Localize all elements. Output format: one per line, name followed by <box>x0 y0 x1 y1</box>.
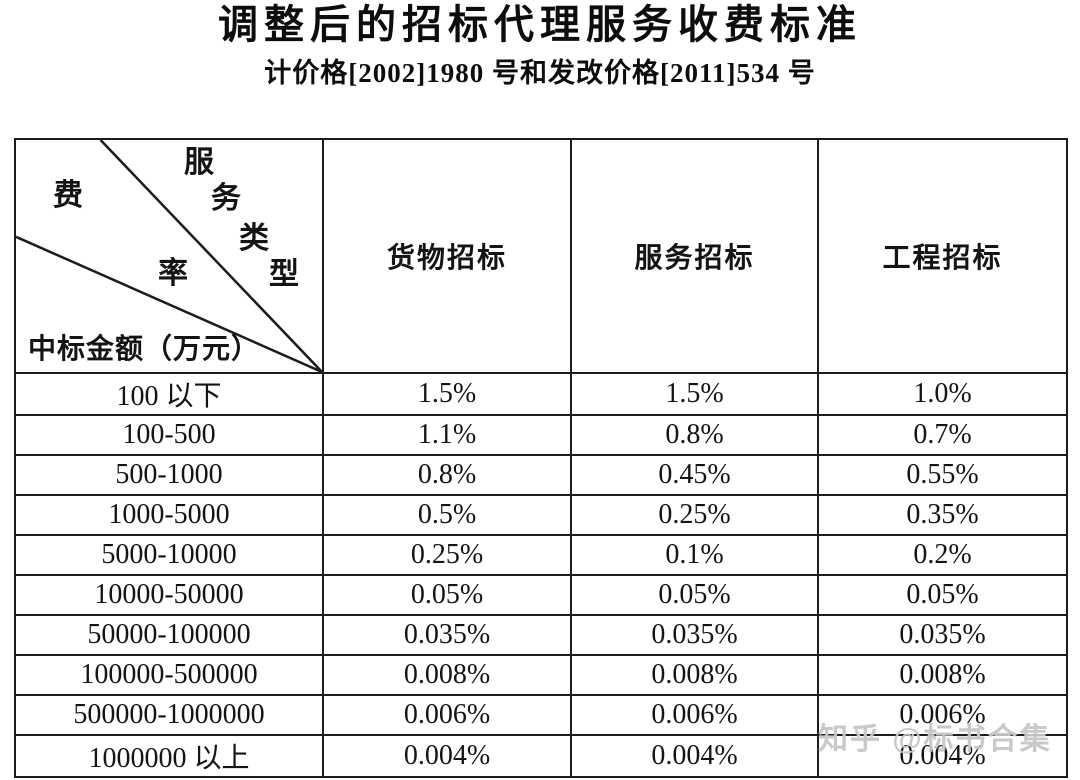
table-row: 100 以下 1.5% 1.5% 1.0% <box>14 372 1068 416</box>
column-header-engineering: 工程招标 <box>817 138 1068 374</box>
rate-cell: 0.006% <box>817 694 1068 736</box>
table-row: 100-500 1.1% 0.8% 0.7% <box>14 414 1068 456</box>
table-row: 50000-100000 0.035% 0.035% 0.035% <box>14 614 1068 656</box>
table-row: 10000-50000 0.05% 0.05% 0.05% <box>14 574 1068 616</box>
rate-cell: 0.1% <box>570 534 819 576</box>
rate-cell: 1.1% <box>322 414 572 456</box>
rate-cell: 0.5% <box>322 494 572 536</box>
rate-cell: 0.035% <box>322 614 572 656</box>
amount-cell: 50000-100000 <box>14 614 324 656</box>
table-row: 1000-5000 0.5% 0.25% 0.35% <box>14 494 1068 536</box>
page-title: 调整后的招标代理服务收费标准 <box>218 2 862 47</box>
amount-cell: 1000000 以上 <box>14 734 324 778</box>
rate-cell: 0.25% <box>322 534 572 576</box>
rate-cell: 1.5% <box>322 372 572 416</box>
rate-cell: 0.004% <box>322 734 572 778</box>
rate-cell: 0.004% <box>570 734 819 778</box>
rate-cell: 0.7% <box>817 414 1068 456</box>
corner-label-service-type-char: 型 <box>269 258 299 291</box>
rate-cell: 0.35% <box>817 494 1068 536</box>
rate-cell: 0.035% <box>570 614 819 656</box>
corner-label-service-type-char: 类 <box>239 222 269 255</box>
rate-cell: 0.035% <box>817 614 1068 656</box>
diagonal-divider-lines <box>17 141 321 371</box>
zhihu-watermark: 知乎 @标书合集 <box>818 723 1052 756</box>
rate-cell: 0.008% <box>817 654 1068 696</box>
corner-label-amount-axis: 中标金额（万元） <box>28 334 261 365</box>
corner-label-fee: 费 <box>53 179 83 212</box>
table-header-row: 费 率 服 务 类 型 中标金额（万元） 货物招标 服务招标 工程招标 <box>14 138 1068 374</box>
rate-cell: 0.008% <box>322 654 572 696</box>
amount-cell: 5000-10000 <box>14 534 324 576</box>
rate-cell: 0.05% <box>570 574 819 616</box>
rate-cell: 1.0% <box>817 372 1068 416</box>
rate-cell: 0.004% <box>817 734 1068 778</box>
amount-cell: 500-1000 <box>14 454 324 496</box>
fee-schedule-table: 费 率 服 务 类 型 中标金额（万元） 货物招标 服务招标 工程招标 100 … <box>14 138 1068 778</box>
amount-cell: 1000-5000 <box>14 494 324 536</box>
table-row: 500-1000 0.8% 0.45% 0.55% <box>14 454 1068 496</box>
corner-header-cell: 费 率 服 务 类 型 中标金额（万元） <box>14 138 324 374</box>
rate-cell: 0.8% <box>570 414 819 456</box>
rate-cell: 0.2% <box>817 534 1068 576</box>
table-row: 100000-500000 0.008% 0.008% 0.008% <box>14 654 1068 696</box>
rate-cell: 0.008% <box>570 654 819 696</box>
table-row: 1000000 以上 0.004% 0.004% 0.004% <box>14 734 1068 778</box>
amount-cell: 100 以下 <box>14 372 324 416</box>
column-header-service: 服务招标 <box>570 138 819 374</box>
rate-cell: 0.05% <box>817 574 1068 616</box>
rate-cell: 0.05% <box>322 574 572 616</box>
rate-cell: 0.45% <box>570 454 819 496</box>
rate-cell: 0.25% <box>570 494 819 536</box>
amount-cell: 100000-500000 <box>14 654 324 696</box>
rate-cell: 0.8% <box>322 454 572 496</box>
corner-label-service-type-char: 服 <box>184 146 214 179</box>
rate-cell: 1.5% <box>570 372 819 416</box>
page-subtitle: 计价格[2002]1980 号和发改价格[2011]534 号 <box>264 58 816 88</box>
corner-label-rate: 率 <box>158 257 188 290</box>
amount-cell: 10000-50000 <box>14 574 324 616</box>
rate-cell: 0.006% <box>570 694 819 736</box>
amount-cell: 100-500 <box>14 414 324 456</box>
amount-cell: 500000-1000000 <box>14 694 324 736</box>
table-row: 500000-1000000 0.006% 0.006% 0.006% <box>14 694 1068 736</box>
table-row: 5000-10000 0.25% 0.1% 0.2% <box>14 534 1068 576</box>
corner-label-service-type-char: 务 <box>211 182 241 215</box>
rate-cell: 0.55% <box>817 454 1068 496</box>
column-header-goods: 货物招标 <box>322 138 572 374</box>
rate-cell: 0.006% <box>322 694 572 736</box>
